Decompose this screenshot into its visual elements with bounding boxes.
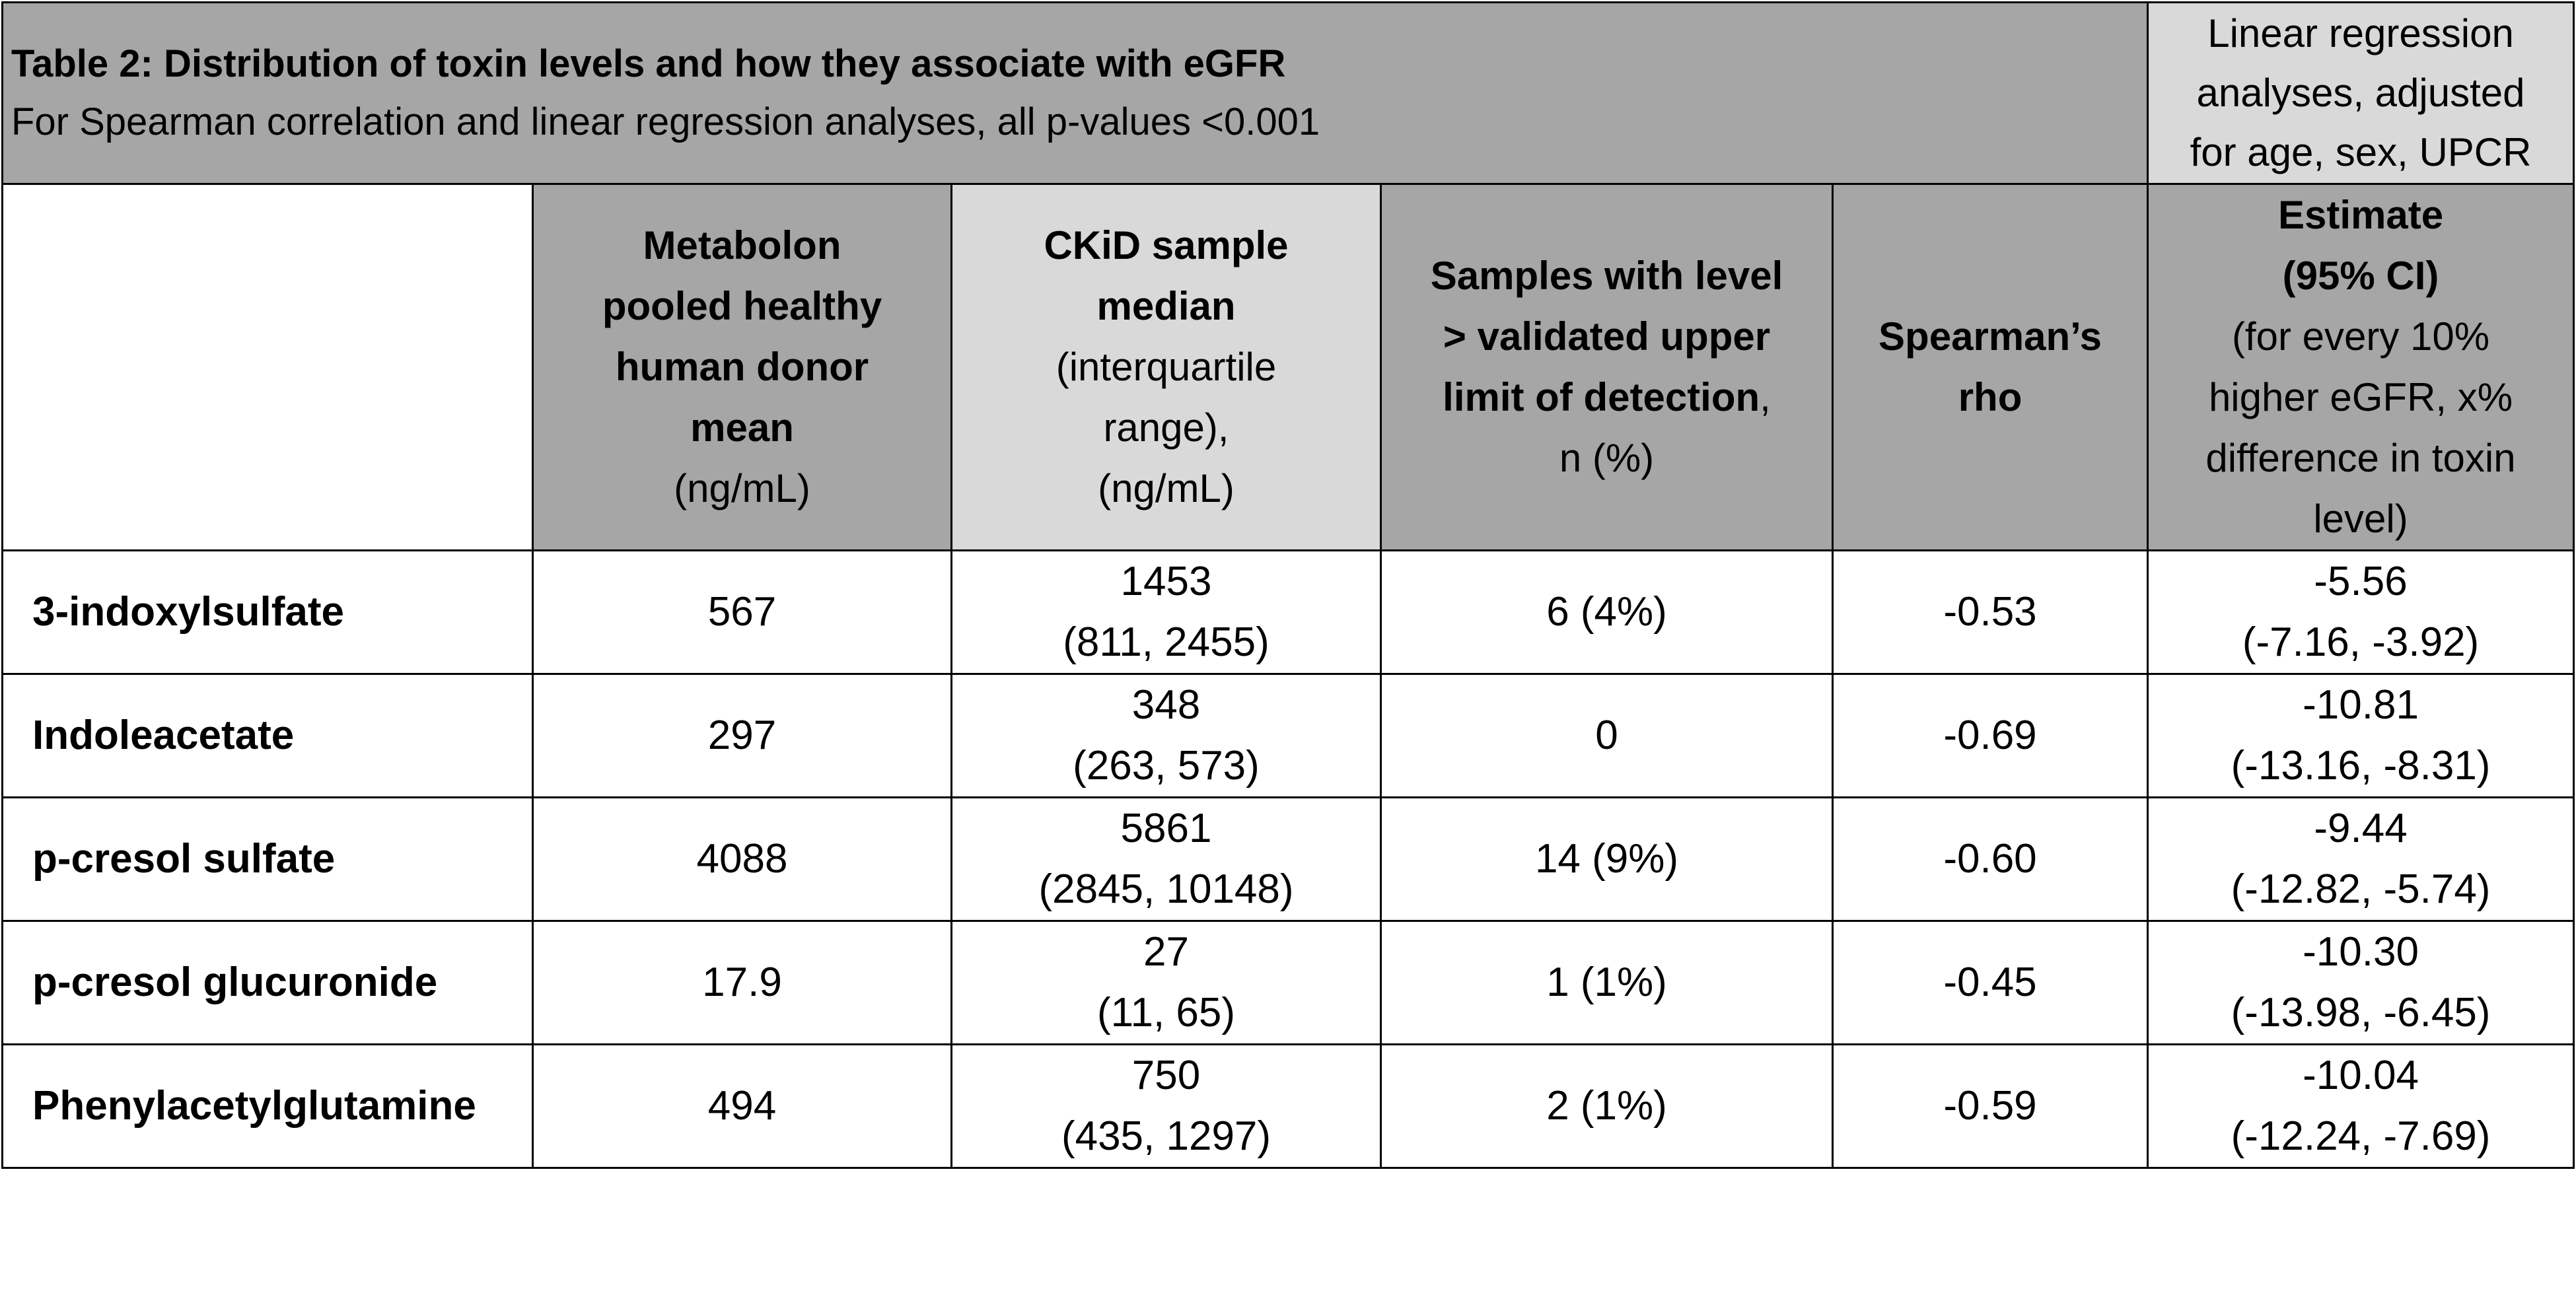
- samples-cell: 14 (9%): [1380, 796, 1834, 922]
- header-subtext: level): [2313, 497, 2408, 541]
- header-text: Estimate: [2277, 193, 2444, 237]
- ckid-iqr: (435, 1297): [1061, 1113, 1271, 1159]
- ckid-median: 348: [1131, 682, 1201, 728]
- header-subtext: higher eGFR, x%: [2208, 375, 2513, 419]
- ckid-iqr: (811, 2455): [1063, 619, 1270, 665]
- metabolon-cell: 567: [532, 549, 952, 675]
- row-label: p-cresol glucuronide: [1, 920, 534, 1045]
- header-estimate: Estimate (95% CI) (for every 10% higher …: [2147, 183, 2575, 551]
- header-samples: Samples with level > validated upper lim…: [1380, 183, 1834, 551]
- regression-header: Linear regression analyses, adjusted for…: [2147, 1, 2575, 185]
- samples-cell: 6 (4%): [1380, 549, 1834, 675]
- title-row: Table 2: Distribution of toxin levels an…: [1, 1, 2575, 185]
- header-text: pooled healthy: [602, 284, 882, 328]
- metabolon-cell: 297: [532, 673, 952, 798]
- regression-header-line: Linear regression: [2207, 11, 2514, 55]
- estimate-ci: (-7.16, -3.92): [2242, 619, 2480, 665]
- row-label: Phenylacetylglutamine: [1, 1043, 534, 1169]
- ckid-cell: 750 (435, 1297): [950, 1043, 1382, 1169]
- ckid-iqr: (11, 65): [1096, 990, 1236, 1035]
- estimate-cell: -10.04 (-12.24, -7.69): [2147, 1043, 2575, 1169]
- rho-cell: -0.53: [1831, 549, 2149, 675]
- ckid-cell: 27 (11, 65): [950, 920, 1382, 1045]
- header-text: median: [1096, 284, 1236, 328]
- ckid-cell: 1453 (811, 2455): [950, 549, 1382, 675]
- estimate-ci: (-13.16, -8.31): [2231, 743, 2491, 788]
- estimate-ci: (-13.98, -6.45): [2231, 990, 2491, 1035]
- header-text: Metabolon: [643, 223, 841, 267]
- column-header-row: Metabolon pooled healthy human donor mea…: [1, 183, 2575, 551]
- header-text: limit of detection: [1443, 375, 1760, 419]
- table-title: Table 2: Distribution of toxin levels an…: [11, 42, 1286, 85]
- table-subtitle: For Spearman correlation and linear regr…: [11, 100, 1320, 143]
- table-row: p-cresol sulfate 4088 5861 (2845, 10148) …: [1, 796, 2575, 922]
- ckid-iqr: (263, 573): [1073, 743, 1260, 788]
- header-text: mean: [690, 405, 794, 450]
- ckid-median: 5861: [1120, 806, 1212, 851]
- ckid-median: 1453: [1120, 559, 1212, 604]
- metabolon-cell: 494: [532, 1043, 952, 1169]
- header-unit: n (%): [1559, 436, 1655, 480]
- table-title-cell: Table 2: Distribution of toxin levels an…: [1, 1, 2149, 185]
- ckid-median: 750: [1131, 1053, 1201, 1098]
- header-punct: ,: [1760, 375, 1771, 419]
- table-row: Phenylacetylglutamine 494 750 (435, 1297)…: [1, 1043, 2575, 1169]
- rho-cell: -0.60: [1831, 796, 2149, 922]
- rho-cell: -0.45: [1831, 920, 2149, 1045]
- header-text: human donor: [615, 345, 869, 389]
- ckid-cell: 348 (263, 573): [950, 673, 1382, 798]
- rho-cell: -0.69: [1831, 673, 2149, 798]
- row-label: p-cresol sulfate: [1, 796, 534, 922]
- estimate-ci: (-12.82, -5.74): [2231, 866, 2491, 912]
- ckid-median: 27: [1143, 929, 1189, 975]
- ckid-cell: 5861 (2845, 10148): [950, 796, 1382, 922]
- table-row: p-cresol glucuronide 17.9 27 (11, 65) 1 (…: [1, 920, 2575, 1045]
- samples-cell: 0: [1380, 673, 1834, 798]
- header-subtext: difference in toxin: [2205, 436, 2516, 480]
- header-subtext: (for every 10%: [2231, 314, 2490, 359]
- estimate-value: -10.81: [2303, 682, 2419, 728]
- samples-cell: 2 (1%): [1380, 1043, 1834, 1169]
- estimate-cell: -10.30 (-13.98, -6.45): [2147, 920, 2575, 1045]
- toxin-table: Table 2: Distribution of toxin levels an…: [1, 1, 2575, 1169]
- metabolon-cell: 17.9: [532, 920, 952, 1045]
- estimate-value: -10.30: [2303, 929, 2419, 975]
- metabolon-cell: 4088: [532, 796, 952, 922]
- row-label: Indoleacetate: [1, 673, 534, 798]
- ckid-iqr: (2845, 10148): [1038, 866, 1294, 912]
- header-text: Spearman’s: [1878, 314, 2102, 359]
- regression-header-line: analyses, adjusted: [2196, 71, 2525, 115]
- estimate-value: -5.56: [2314, 559, 2408, 604]
- header-text: Samples with level: [1430, 254, 1783, 298]
- header-ckid: CKiD sample median (interquartile range)…: [950, 183, 1382, 551]
- estimate-value: -9.44: [2314, 806, 2408, 851]
- estimate-ci: (-12.24, -7.69): [2231, 1113, 2491, 1159]
- header-text: (95% CI): [2282, 254, 2439, 298]
- table-row: Indoleacetate 297 348 (263, 573) 0 -0.69 …: [1, 673, 2575, 798]
- estimate-value: -10.04: [2303, 1053, 2419, 1098]
- estimate-cell: -10.81 (-13.16, -8.31): [2147, 673, 2575, 798]
- samples-cell: 1 (1%): [1380, 920, 1834, 1045]
- header-subtext: (interquartile: [1055, 345, 1277, 389]
- header-subtext: range),: [1103, 405, 1229, 450]
- rho-cell: -0.59: [1831, 1043, 2149, 1169]
- header-text: CKiD sample: [1044, 223, 1289, 267]
- header-unit: (ng/mL): [674, 466, 810, 510]
- header-unit: (ng/mL): [1098, 466, 1234, 510]
- regression-header-line: for age, sex, UPCR: [2190, 130, 2532, 174]
- estimate-cell: -5.56 (-7.16, -3.92): [2147, 549, 2575, 675]
- row-label: 3-indoxylsulfate: [1, 549, 534, 675]
- header-text: > validated upper: [1443, 314, 1771, 359]
- header-text: rho: [1958, 375, 2022, 419]
- header-metabolon: Metabolon pooled healthy human donor mea…: [532, 183, 952, 551]
- table-row: 3-indoxylsulfate 567 1453 (811, 2455) 6 (…: [1, 549, 2575, 675]
- estimate-cell: -9.44 (-12.82, -5.74): [2147, 796, 2575, 922]
- header-spearman: Spearman’s rho: [1831, 183, 2149, 551]
- header-empty-cell: [1, 183, 534, 551]
